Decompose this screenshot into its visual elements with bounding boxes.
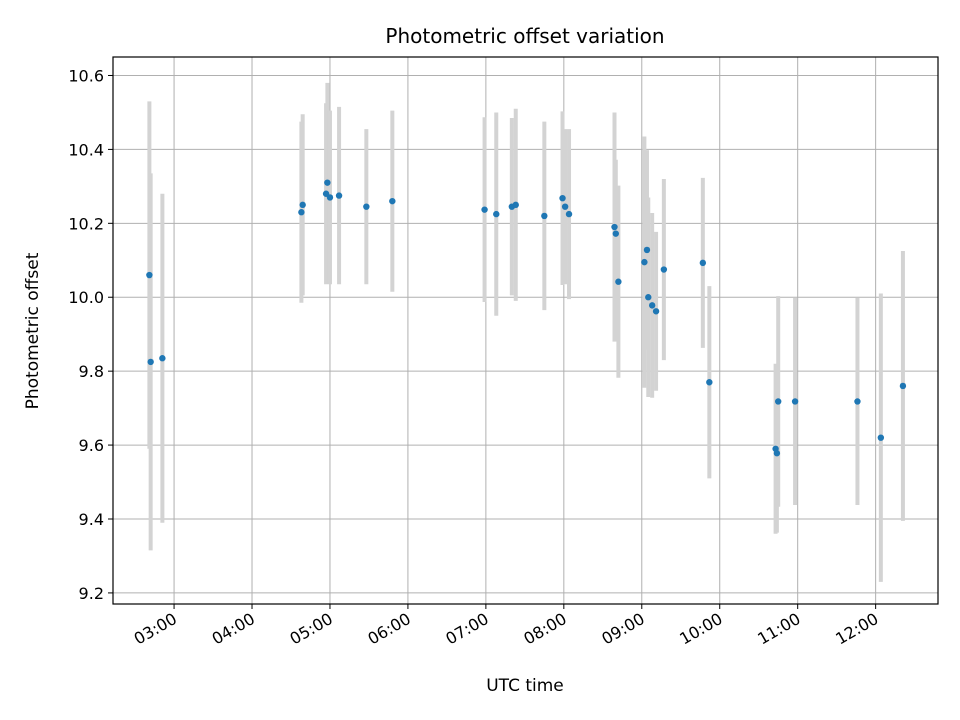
data-point xyxy=(854,398,861,405)
plot-frame xyxy=(112,56,939,605)
data-point xyxy=(774,398,782,405)
data-point xyxy=(648,302,656,309)
data-point xyxy=(298,209,305,216)
data-point xyxy=(565,210,573,218)
data-point xyxy=(611,223,618,231)
data-point xyxy=(326,194,334,201)
data-point xyxy=(389,197,396,205)
y-axis-label: Photometric offset xyxy=(23,252,43,409)
data-point xyxy=(791,398,799,405)
data-point xyxy=(335,192,343,199)
data-point xyxy=(493,210,500,218)
data-point xyxy=(612,230,619,237)
data-point xyxy=(324,179,331,186)
data-point xyxy=(481,206,488,213)
data-point xyxy=(512,201,519,209)
data-point xyxy=(641,258,648,266)
data-point xyxy=(773,450,781,457)
data-point xyxy=(363,203,370,210)
data-point xyxy=(706,379,713,386)
y-tick-label: 10.4 xyxy=(68,140,104,159)
data-point xyxy=(147,358,154,366)
data-point xyxy=(559,194,566,202)
data-point xyxy=(299,201,306,209)
data-point xyxy=(561,203,569,210)
x-axis-label: UTC time xyxy=(486,676,564,696)
y-tick-label: 10.0 xyxy=(68,288,104,307)
data-points xyxy=(146,179,907,457)
data-point xyxy=(699,259,707,267)
data-point xyxy=(159,355,166,362)
y-tick-label: 9.2 xyxy=(79,584,104,603)
y-tick-label: 10.2 xyxy=(68,214,104,233)
y-tick-label: 9.4 xyxy=(79,510,104,529)
data-point xyxy=(652,308,660,315)
chart-title: Photometric offset variation xyxy=(385,24,664,48)
data-point xyxy=(541,212,548,220)
data-point xyxy=(660,266,668,273)
y-tick-label: 9.8 xyxy=(79,362,104,381)
data-point xyxy=(615,278,622,285)
y-axis-ticks: 9.2 9.4 9.6 9.8 10.0 10.2 10.4 10.6 xyxy=(68,66,113,603)
data-point xyxy=(643,246,651,254)
y-tick-label: 10.6 xyxy=(68,66,104,85)
data-point xyxy=(146,271,153,279)
data-point xyxy=(877,434,885,441)
data-point xyxy=(645,294,652,301)
y-tick-label: 9.6 xyxy=(79,436,104,455)
data-point xyxy=(899,382,907,390)
